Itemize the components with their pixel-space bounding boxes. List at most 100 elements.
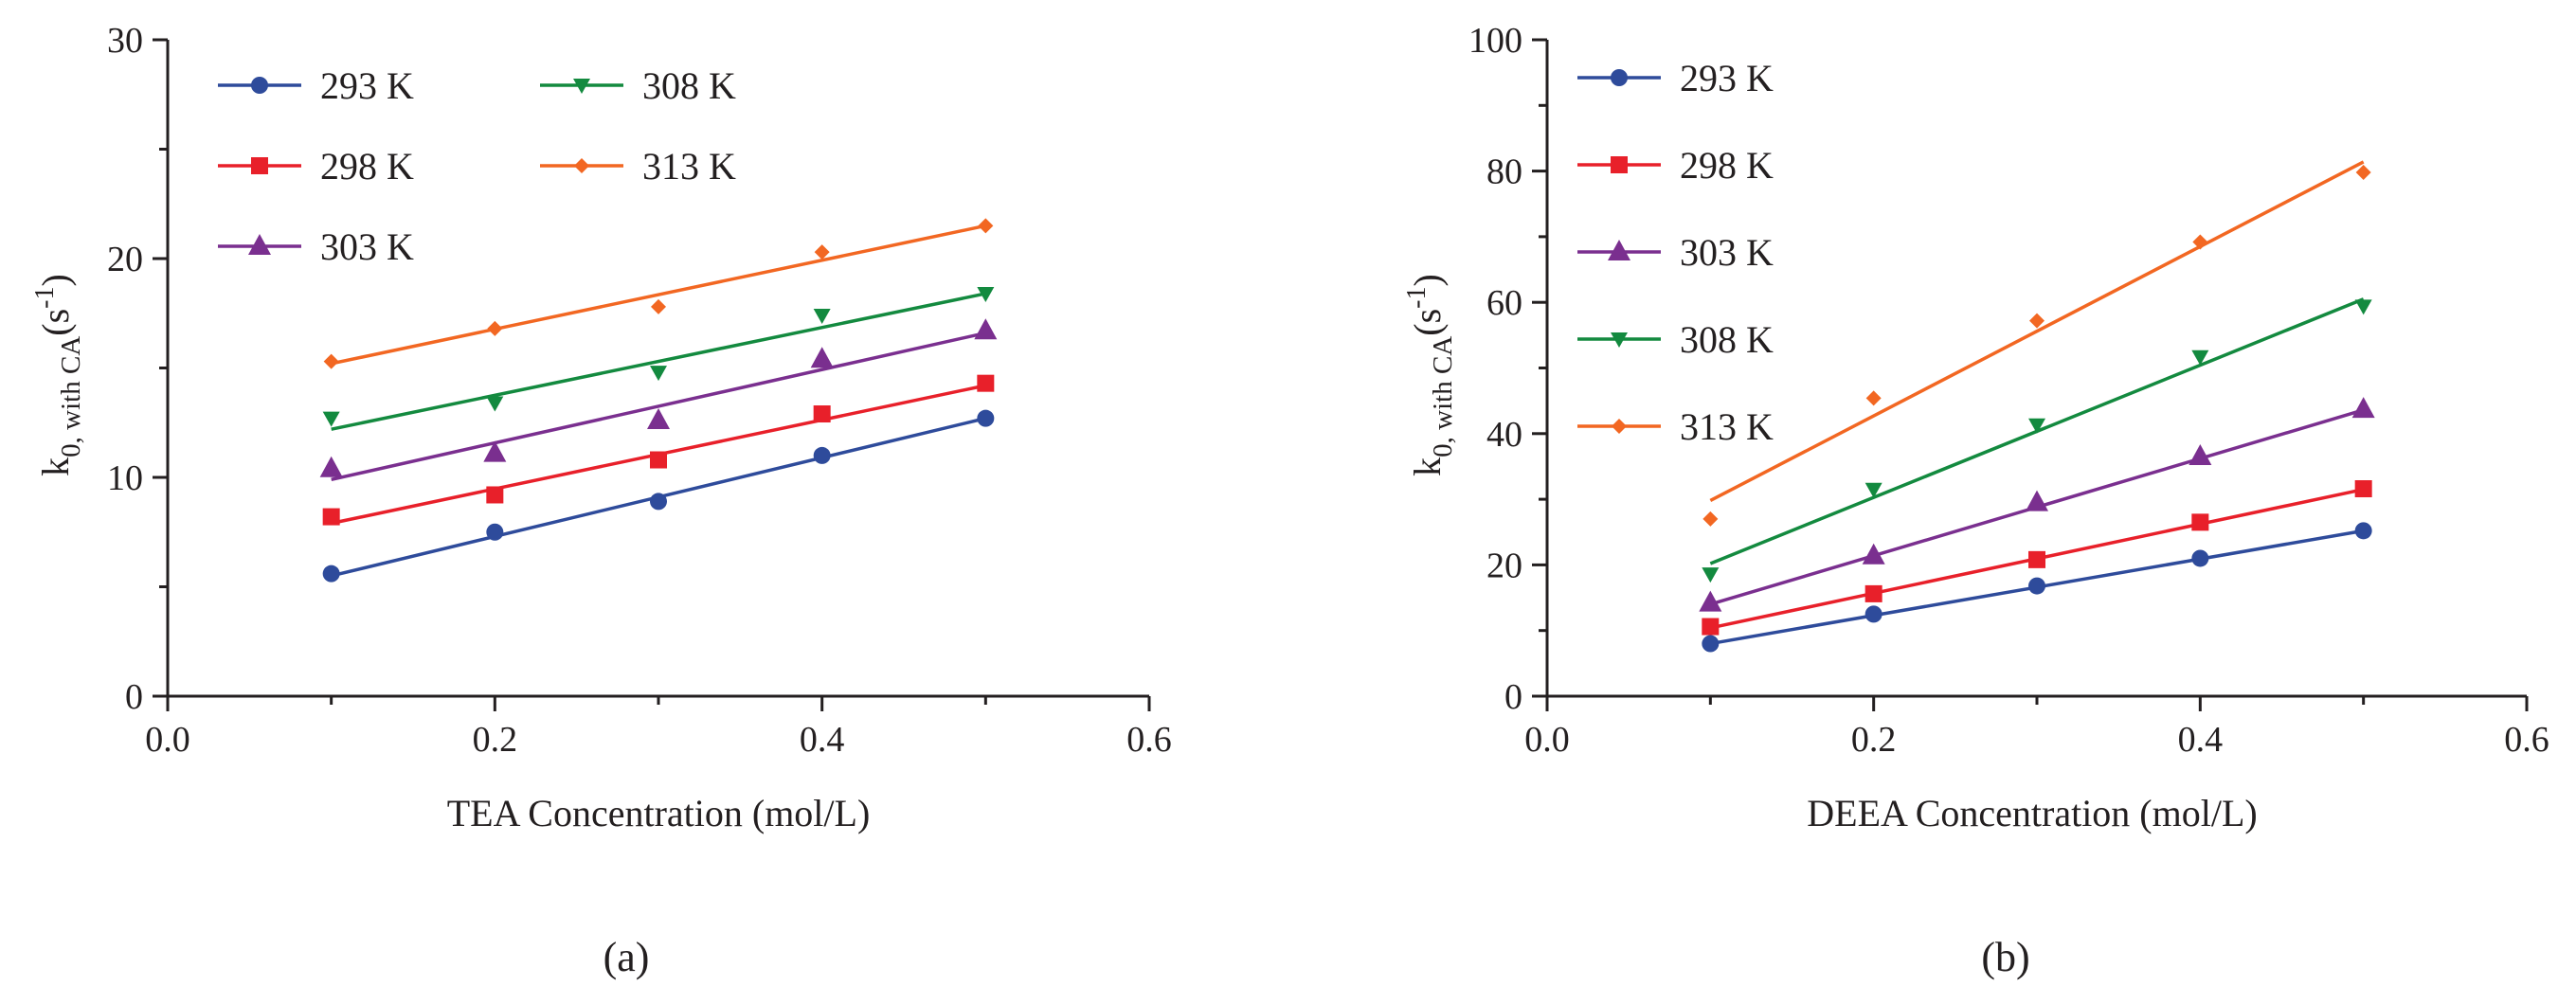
panel-b-point-298k — [2354, 480, 2372, 498]
panel-a-fit-line-313k — [331, 224, 986, 366]
panel-b-legend-label-313k: 313 K — [1680, 405, 1774, 448]
panel-b-point-293k — [1702, 635, 1720, 653]
panel-b-y-axis-title-unit: (s — [1406, 309, 1449, 336]
panel-b-point-293k — [2191, 549, 2209, 567]
panel-a-y-axis-title-sub: 0, with CA — [56, 336, 86, 457]
panel-b-y-tick-label: 60 — [1486, 283, 1522, 323]
panel-b-point-313k — [2029, 313, 2045, 329]
panel-b-point-308k — [2028, 418, 2045, 434]
panel-b-chart: 0 20 40 60 80 100 0.0 0.2 0.4 0.6 293 K 298 K 303 K… — [1402, 21, 2549, 980]
panel-a-legend-marker-308k — [573, 79, 590, 94]
panel-a-point-313k — [978, 218, 994, 234]
panel-a-x-tick-label: 0.2 — [473, 720, 518, 760]
panel-b-point-293k — [2028, 577, 2045, 595]
panel-b-y-tick-label: 80 — [1486, 152, 1522, 192]
panel-b-point-313k — [1865, 390, 1882, 406]
panel-b-point-298k — [2028, 550, 2045, 568]
panel-a-point-298k — [486, 486, 504, 504]
panel-a-point-303k — [483, 440, 507, 462]
panel-b-y-axis-title-sub: 0, with CA — [1428, 336, 1458, 457]
panel-b-y-tick-label: 100 — [1468, 21, 1522, 61]
panel-a-point-298k — [322, 508, 340, 526]
panel-b-y-axis-title: k0, with CA(s-1) — [1402, 274, 1458, 476]
panel-b-fit-line-313k — [1709, 160, 2365, 503]
panel-b-legend-label-298k: 298 K — [1680, 144, 1774, 187]
panel-a-point-308k — [977, 286, 995, 302]
panel-b-x-tick-label: 0.4 — [2178, 720, 2224, 760]
panel-b-point-308k — [1864, 482, 1882, 498]
panel-b-legend-marker-313k — [1612, 419, 1627, 434]
panel-b-point-293k — [2354, 522, 2372, 540]
panel-b-point-313k — [2355, 164, 2371, 180]
panel-a-point-303k — [974, 318, 998, 340]
panel-a-point-293k — [650, 493, 667, 511]
panel-a-chart: 0 10 20 30 0.0 0.2 0.4 0.6 293 K 298 K 303 K 308 K… — [30, 21, 1172, 980]
panel-b-point-298k — [1702, 618, 1720, 636]
panel-b-point-298k — [1864, 584, 1882, 602]
panel-a-point-308k — [813, 309, 831, 325]
panel-a-legend-marker-313k — [574, 158, 589, 173]
panel-a-point-308k — [486, 396, 504, 412]
panel-a-y-tick-label: 20 — [107, 240, 143, 279]
panel-a-point-293k — [322, 565, 340, 583]
panel-a-x-tick-label: 0.4 — [800, 720, 845, 760]
panel-a-legend-label-293k: 293 K — [320, 64, 414, 107]
panel-a-legend-label-298k: 298 K — [320, 145, 414, 188]
panel-a-x-tick-label: 0.0 — [145, 720, 190, 760]
panel-a-point-308k — [322, 411, 340, 427]
panel-b-y-axis-title-sup: -1 — [1402, 287, 1432, 309]
panel-a-y-axis-title-main: k — [34, 457, 77, 476]
panel-a-y-tick-label: 10 — [107, 458, 143, 498]
panel-b-legend-marker-293k — [1611, 69, 1628, 86]
panel-b-x-tick-label: 0.0 — [1524, 720, 1570, 760]
panel-b-point-298k — [2191, 513, 2209, 531]
panel-b-point-303k — [1862, 543, 1885, 565]
panel-b-point-303k — [2351, 397, 2375, 419]
panel-b-x-tick-label: 0.2 — [1851, 720, 1897, 760]
panel-a-point-303k — [810, 347, 834, 368]
panel-b-x-axis-title: DEEA Concentration (mol/L) — [1807, 792, 2257, 834]
panel-a-y-tick-label: 30 — [107, 21, 143, 61]
panel-a-fit-line-303k — [331, 331, 986, 482]
panel-a-point-308k — [650, 366, 667, 382]
panel-a-legend-marker-303k — [248, 234, 271, 255]
panel-b-point-308k — [2191, 350, 2209, 366]
panel-a-y-axis-title-unit: (s — [34, 309, 77, 336]
panel-b-point-308k — [1702, 567, 1720, 583]
panel-a-point-313k — [814, 244, 830, 260]
panel-a-legend-marker-298k — [251, 157, 268, 174]
panel-a-point-298k — [977, 374, 995, 392]
panel-b-point-308k — [2354, 299, 2372, 315]
panel-a-legend-label-308k: 308 K — [642, 64, 736, 107]
panel-b-legend-label-303k: 303 K — [1680, 231, 1774, 274]
panel-a-point-313k — [651, 298, 666, 314]
panel-a-legend-label-313k: 313 K — [642, 145, 736, 188]
panel-a-legend-marker-293k — [251, 77, 268, 94]
panel-b-point-313k — [2192, 234, 2208, 250]
panel-a-point-303k — [647, 407, 670, 429]
panel-a-x-tick-label: 0.6 — [1126, 720, 1172, 760]
panel-a-point-303k — [319, 456, 343, 477]
panel-b-y-axis-title-close: ) — [1406, 274, 1449, 286]
panel-b-y-tick-label: 20 — [1486, 546, 1522, 585]
panel-b-legend-marker-298k — [1611, 156, 1628, 173]
panel-b-legend-label-293k: 293 K — [1680, 57, 1774, 99]
panel-b-point-303k — [1699, 590, 1722, 612]
panel-b-legend-marker-303k — [1608, 240, 1630, 260]
panel-b-y-tick-label: 0 — [1504, 677, 1522, 717]
panel-a-point-293k — [486, 523, 504, 541]
panel-b-legend-marker-308k — [1611, 332, 1628, 348]
panel-a-point-313k — [487, 320, 503, 336]
panel-a-point-313k — [323, 353, 339, 369]
panel-b-legend-label-308k: 308 K — [1680, 318, 1774, 361]
panel-a-point-293k — [977, 409, 995, 427]
panel-a-point-298k — [650, 451, 667, 469]
panel-a-caption: (a) — [603, 934, 650, 980]
panel-b-point-313k — [1702, 511, 1719, 527]
panel-a-y-axis-title: k0, with CA(s-1) — [30, 274, 86, 476]
panel-b-point-303k — [2189, 444, 2212, 466]
panel-a-y-axis-title-sup: -1 — [30, 287, 60, 309]
panel-a-x-axis-title: TEA Concentration (mol/L) — [447, 792, 871, 834]
